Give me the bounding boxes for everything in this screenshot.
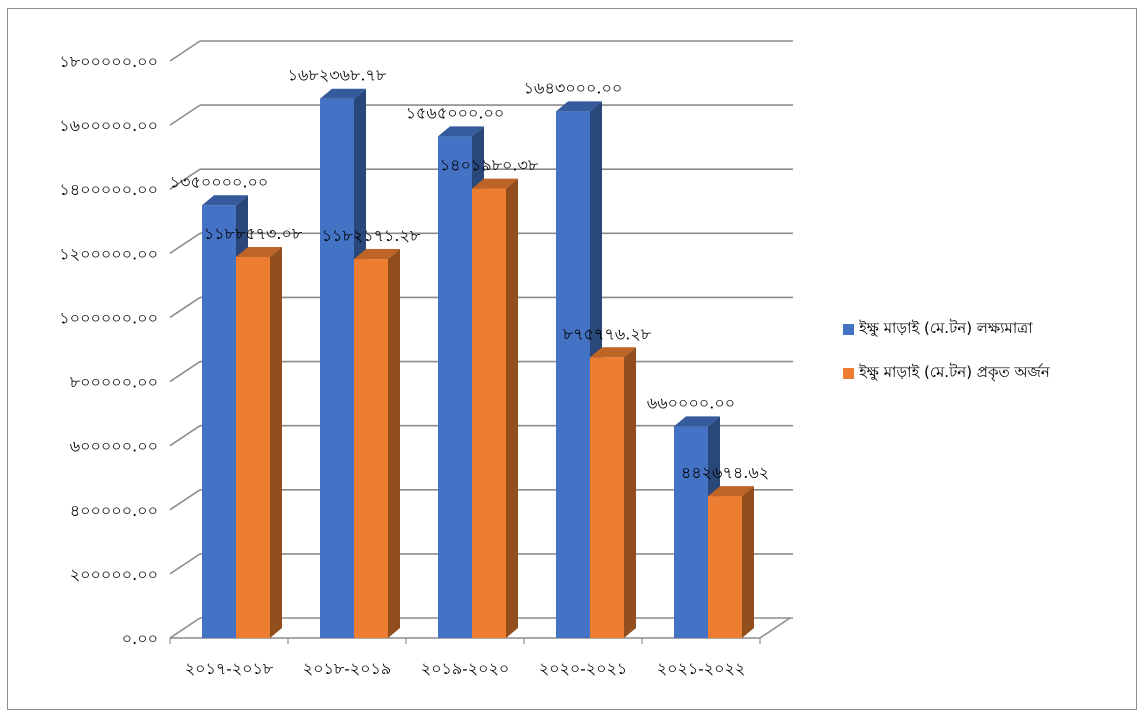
legend: ইক্ষু মাড়াই (মে.টন) লক্ষ্যমাত্রা ইক্ষু … bbox=[843, 318, 1050, 406]
gridline-depth bbox=[169, 296, 201, 319]
legend-label-actual: ইক্ষু মাড়াই (মে.টন) প্রকৃত অর্জন bbox=[859, 362, 1050, 381]
gridline-depth bbox=[169, 168, 201, 190]
legend-label-target: ইক্ষু মাড়াই (মে.টন) লক্ষ্যমাত্রা bbox=[859, 318, 1033, 337]
legend-item-actual: ইক্ষু মাড়াই (মে.টন) প্রকৃত অর্জন bbox=[843, 362, 1050, 384]
data-labels: ১৩৫০০০০.০০ ১৬৮২৩৬৮.৭৮ ১৫৬৫০০০.০০ ১৬৪৩০০০.০০… bbox=[170, 66, 769, 482]
gridline-depth bbox=[169, 232, 201, 254]
y-tick-label: ১০০০০০০.০০ bbox=[59, 308, 158, 327]
legend-swatch-target bbox=[843, 323, 854, 335]
x-tick-label: ২০২১-২০২২ bbox=[657, 659, 746, 678]
legend-item-target: ইক্ষু মাড়াই (মে.টন) লক্ষ্যমাত্রা bbox=[843, 318, 1050, 340]
data-label: ৬৬০০০০.০০ bbox=[647, 393, 735, 412]
y-tick-label: ৬০০০০০.০০ bbox=[70, 437, 158, 456]
bar-actual bbox=[590, 347, 636, 638]
data-label: ৮৭৫৭৭৬.২৮ bbox=[563, 324, 652, 343]
bar-actual bbox=[708, 486, 754, 638]
y-tick-label: ৪০০০০০.০০ bbox=[70, 501, 158, 520]
gridline-depth bbox=[169, 360, 201, 383]
gridline-depth bbox=[169, 617, 201, 639]
x-tick-label: ২০১৯-২০২০ bbox=[421, 659, 510, 678]
gridline-depth bbox=[169, 425, 201, 447]
legend-swatch-actual bbox=[843, 367, 854, 379]
gridline-depth bbox=[169, 489, 201, 511]
data-label: ১১৮২১৭১.২৮ bbox=[322, 226, 421, 245]
data-label: ১৩৫০০০০.০০ bbox=[170, 172, 269, 191]
x-tick-label: ২০১৮-২০১৯ bbox=[303, 659, 392, 678]
data-label: ১৪০১৯৮০.৩৮ bbox=[440, 156, 539, 175]
plot-area: ০.০০ ২০০০০০.০০ ৪০০০০০.০০ ৬০০০০০.০০ ৮০০০০০.০০… bbox=[59, 40, 793, 678]
x-tick-label: ২০২০-২০২১ bbox=[539, 659, 628, 678]
data-label: ১৬৮২৩৬৮.৭৮ bbox=[288, 66, 387, 85]
bar-actual bbox=[354, 249, 400, 638]
data-label: ১৫৬৫০০০.০০ bbox=[406, 103, 505, 122]
y-tick-label: ১৪০০০০০.০০ bbox=[59, 180, 158, 199]
y-tick-label: ১৮০০০০০.০০ bbox=[59, 52, 158, 71]
gridline-depth bbox=[169, 104, 201, 126]
bar-actual bbox=[472, 178, 518, 638]
bar-actual bbox=[236, 246, 282, 639]
x-tick-label: ২০১৭-২০১৮ bbox=[185, 659, 274, 678]
y-tick-label: ১২০০০০০.০০ bbox=[59, 244, 158, 263]
y-tick-label: ৮০০০০০.০০ bbox=[70, 373, 158, 392]
y-tick-label: ২০০০০০.০০ bbox=[70, 565, 158, 584]
gridline-depth bbox=[169, 553, 201, 575]
gridline-depth bbox=[169, 40, 201, 62]
y-tick-label: ১৬০০০০০.০০ bbox=[59, 116, 158, 135]
data-label: ১১৮৮৫৭৩.০৮ bbox=[204, 224, 303, 243]
y-tick-label: ০.০০ bbox=[122, 629, 158, 648]
data-label: ১৬৪৩০০০.০০ bbox=[524, 78, 623, 97]
floor-edge-right bbox=[759, 617, 791, 639]
data-label: ৪৪২৬৭৪.৬২ bbox=[681, 463, 769, 482]
